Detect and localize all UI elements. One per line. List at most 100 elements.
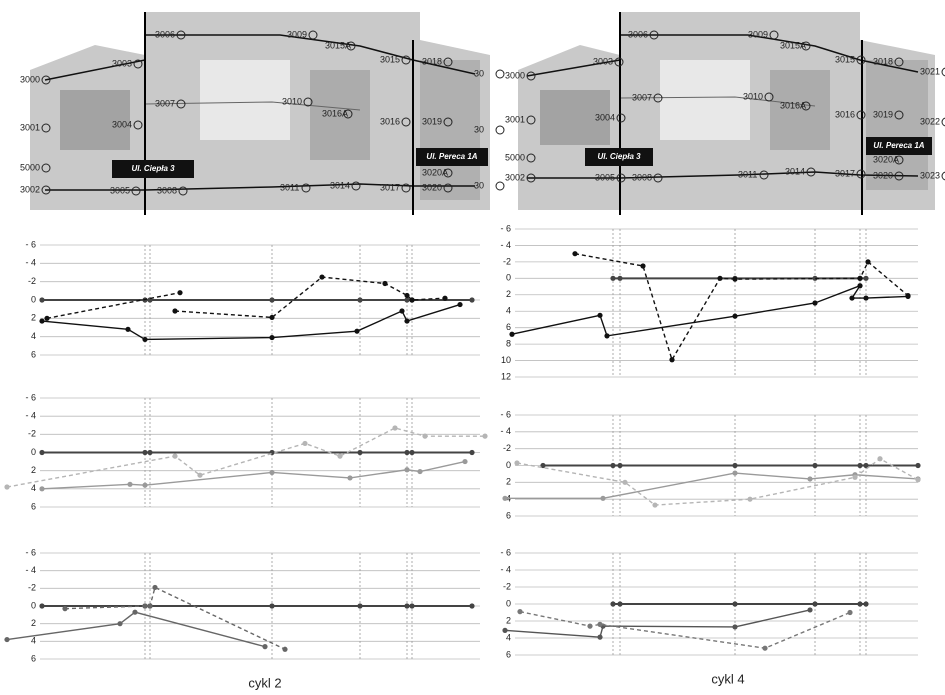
point xyxy=(852,474,858,480)
point-label: 5000 xyxy=(20,162,40,172)
point-label: 3006 xyxy=(628,29,648,39)
y-tick-label: - 6 xyxy=(25,547,36,557)
y-tick-label: 4 xyxy=(31,636,36,646)
point xyxy=(597,312,603,318)
survey-point xyxy=(303,97,313,107)
point xyxy=(847,609,853,616)
point xyxy=(319,274,325,280)
point xyxy=(132,609,138,615)
point-label: 3011 xyxy=(738,169,757,179)
y-tick-label: -2 xyxy=(28,429,36,439)
series-line xyxy=(41,303,461,341)
series-line xyxy=(6,427,485,488)
survey-point xyxy=(346,41,356,51)
point xyxy=(117,621,123,627)
point xyxy=(732,462,738,469)
survey-point xyxy=(401,183,411,193)
caption: cykl 4 xyxy=(711,671,744,686)
patch xyxy=(200,60,290,140)
survey-line xyxy=(527,171,919,179)
y-tick-label: 2 xyxy=(506,615,511,625)
point-label: 3007 xyxy=(155,98,175,108)
point-label: 3019 xyxy=(422,116,442,126)
survey-point xyxy=(495,125,505,135)
y-tick-label: - 6 xyxy=(25,392,36,402)
point xyxy=(177,290,183,296)
point-label: 3004 xyxy=(112,119,132,129)
point xyxy=(617,601,623,607)
point xyxy=(422,433,428,439)
point-label: 3018 xyxy=(422,56,442,66)
y-tick-label: 4 xyxy=(31,483,36,493)
point-label: 3002 xyxy=(505,172,525,182)
photo-left xyxy=(30,12,490,215)
y-tick-label: 4 xyxy=(506,306,511,316)
point xyxy=(147,449,153,456)
y-tick-label: 0 xyxy=(31,600,36,610)
y-tick-label: 6 xyxy=(31,349,36,359)
y-tick-label: 2 xyxy=(31,618,36,628)
point xyxy=(915,462,921,469)
point xyxy=(39,318,45,324)
survey-point xyxy=(401,55,411,65)
patch xyxy=(660,60,750,140)
point xyxy=(409,603,415,609)
survey-point xyxy=(856,55,866,65)
survey-point xyxy=(894,57,904,67)
point xyxy=(732,601,738,607)
caption: cykl 2 xyxy=(248,675,281,690)
point xyxy=(337,453,343,459)
street-box xyxy=(416,148,488,166)
survey-point xyxy=(801,41,811,51)
survey-point xyxy=(41,75,51,85)
point-label: 3020A xyxy=(873,154,899,164)
point xyxy=(857,462,863,469)
point xyxy=(382,280,388,287)
series-line xyxy=(511,284,909,337)
point xyxy=(502,495,508,501)
point-label: 3006 xyxy=(155,29,175,39)
survey-point xyxy=(41,163,51,173)
point xyxy=(357,603,363,609)
y-tick-label: 6 xyxy=(31,501,36,511)
survey-point xyxy=(131,186,141,196)
point xyxy=(482,433,488,439)
point xyxy=(142,449,148,456)
street-label: Ul. Pereca 1A xyxy=(426,152,477,161)
point-label: 3020 xyxy=(422,182,442,192)
y-tick-label: - 4 xyxy=(25,411,36,421)
point xyxy=(392,425,398,431)
point xyxy=(62,606,68,612)
series-line xyxy=(574,252,909,362)
point-label: 3003 xyxy=(112,58,132,68)
point-label: 3023 xyxy=(920,170,940,180)
y-tick-label: -2 xyxy=(503,443,511,453)
point-label: 3011 xyxy=(280,182,299,192)
point xyxy=(600,495,606,501)
point xyxy=(442,295,448,301)
y-tick-label: - 4 xyxy=(25,258,36,268)
point xyxy=(44,315,50,321)
point-label: 3001 xyxy=(505,114,525,124)
y-tick-label: 6 xyxy=(31,653,36,663)
point xyxy=(269,603,275,609)
survey-point xyxy=(443,183,453,193)
point xyxy=(347,475,353,481)
y-tick-label: - 6 xyxy=(25,239,36,249)
series-line xyxy=(64,586,286,650)
survey-point xyxy=(856,169,866,179)
point xyxy=(417,468,423,475)
survey-point xyxy=(401,117,411,127)
survey-point xyxy=(178,186,188,196)
point-label: 3016A xyxy=(322,108,348,118)
point xyxy=(732,276,738,282)
point xyxy=(617,275,623,281)
point xyxy=(509,331,515,337)
y-tick-label: -2 xyxy=(28,583,36,593)
survey-point xyxy=(941,171,945,181)
point-label: 3014 xyxy=(330,180,350,190)
survey-point xyxy=(614,57,624,67)
point-label: 3016 xyxy=(835,109,855,119)
survey-point xyxy=(351,181,361,191)
survey-point xyxy=(443,168,453,178)
